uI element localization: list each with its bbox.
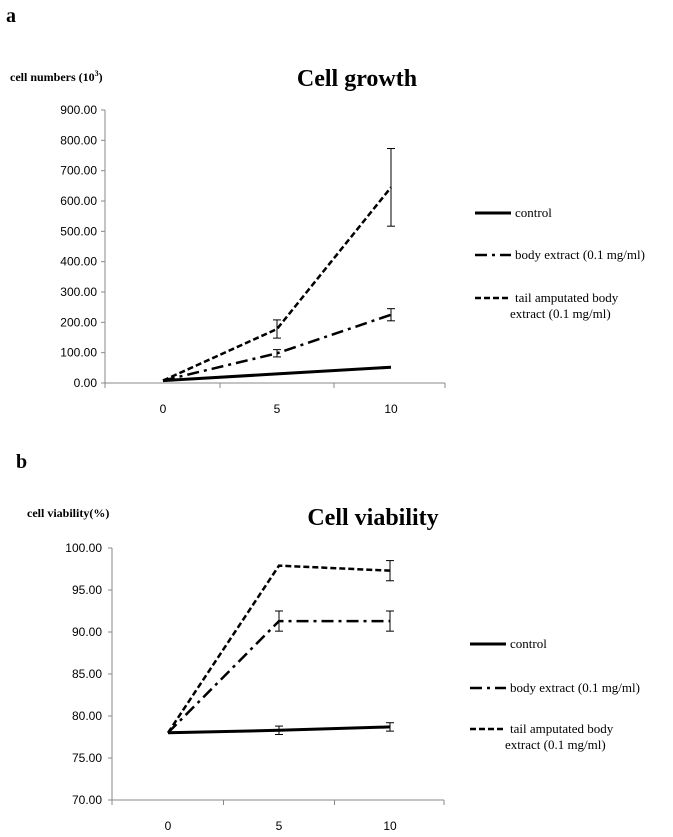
y-tick-label: 95.00 (72, 583, 102, 597)
legend-label: body extract (0.1 mg/ml) (510, 680, 640, 695)
panel-a-ylabel: cell numbers (103) (10, 69, 103, 84)
series-line-dashed (162, 186, 392, 382)
chart-a: 0.00 100.00 200.00 300.00 400.00 500.00 600.00… (60, 103, 645, 416)
legend-label: body extract (0.1 mg/ml) (515, 247, 645, 262)
panel-b-ylabel: cell viability(%) (27, 506, 109, 520)
y-tick-label: 70.00 (72, 793, 102, 807)
y-tick-label: 90.00 (72, 625, 102, 639)
y-tick-label: 0.00 (74, 376, 98, 390)
legend-label: control (515, 205, 552, 220)
legend-label: extract (0.1 mg/ml) (505, 737, 606, 752)
y-tick-label: 85.00 (72, 667, 102, 681)
y-tick-label: 800.00 (60, 133, 97, 147)
panel-a-letter: a (6, 5, 16, 27)
series-line-dashed (166, 564, 391, 734)
panel-a-title: Cell growth (297, 66, 417, 92)
legend-label: extract (0.1 mg/ml) (510, 306, 611, 321)
y-tick-label: 600.00 (60, 194, 97, 208)
y-tick-label: 300.00 (60, 285, 97, 299)
y-tick-label: 500.00 (60, 224, 97, 238)
y-tick-label: 400.00 (60, 255, 97, 269)
y-tick-label: 700.00 (60, 164, 97, 178)
panel-b-title: Cell viability (307, 505, 438, 531)
legend-label: control (510, 636, 547, 651)
chart-b: 70.00 75.00 80.00 85.00 90.00 95.00 100.00 0 5 10… (65, 541, 640, 833)
series-line-solid (162, 365, 392, 383)
panel-b-letter: b (16, 451, 27, 473)
x-tick-label: 5 (276, 819, 283, 833)
y-tick-label: 100.00 (65, 541, 102, 555)
x-tick-label: 5 (274, 402, 281, 416)
y-tick-label: 900.00 (60, 103, 97, 117)
x-tick-label: 10 (384, 402, 398, 416)
y-tick-label: 80.00 (72, 709, 102, 723)
legend-label: tail amputated body (510, 721, 614, 736)
y-tick-label: 100.00 (60, 346, 97, 360)
y-tick-label: 200.00 (60, 315, 97, 329)
x-tick-label: 0 (165, 819, 172, 833)
legend-label: tail amputated body (515, 290, 619, 305)
series-line-dashdot (167, 619, 390, 734)
x-tick-label: 10 (383, 819, 397, 833)
y-tick-label: 75.00 (72, 751, 102, 765)
x-tick-label: 0 (160, 402, 167, 416)
